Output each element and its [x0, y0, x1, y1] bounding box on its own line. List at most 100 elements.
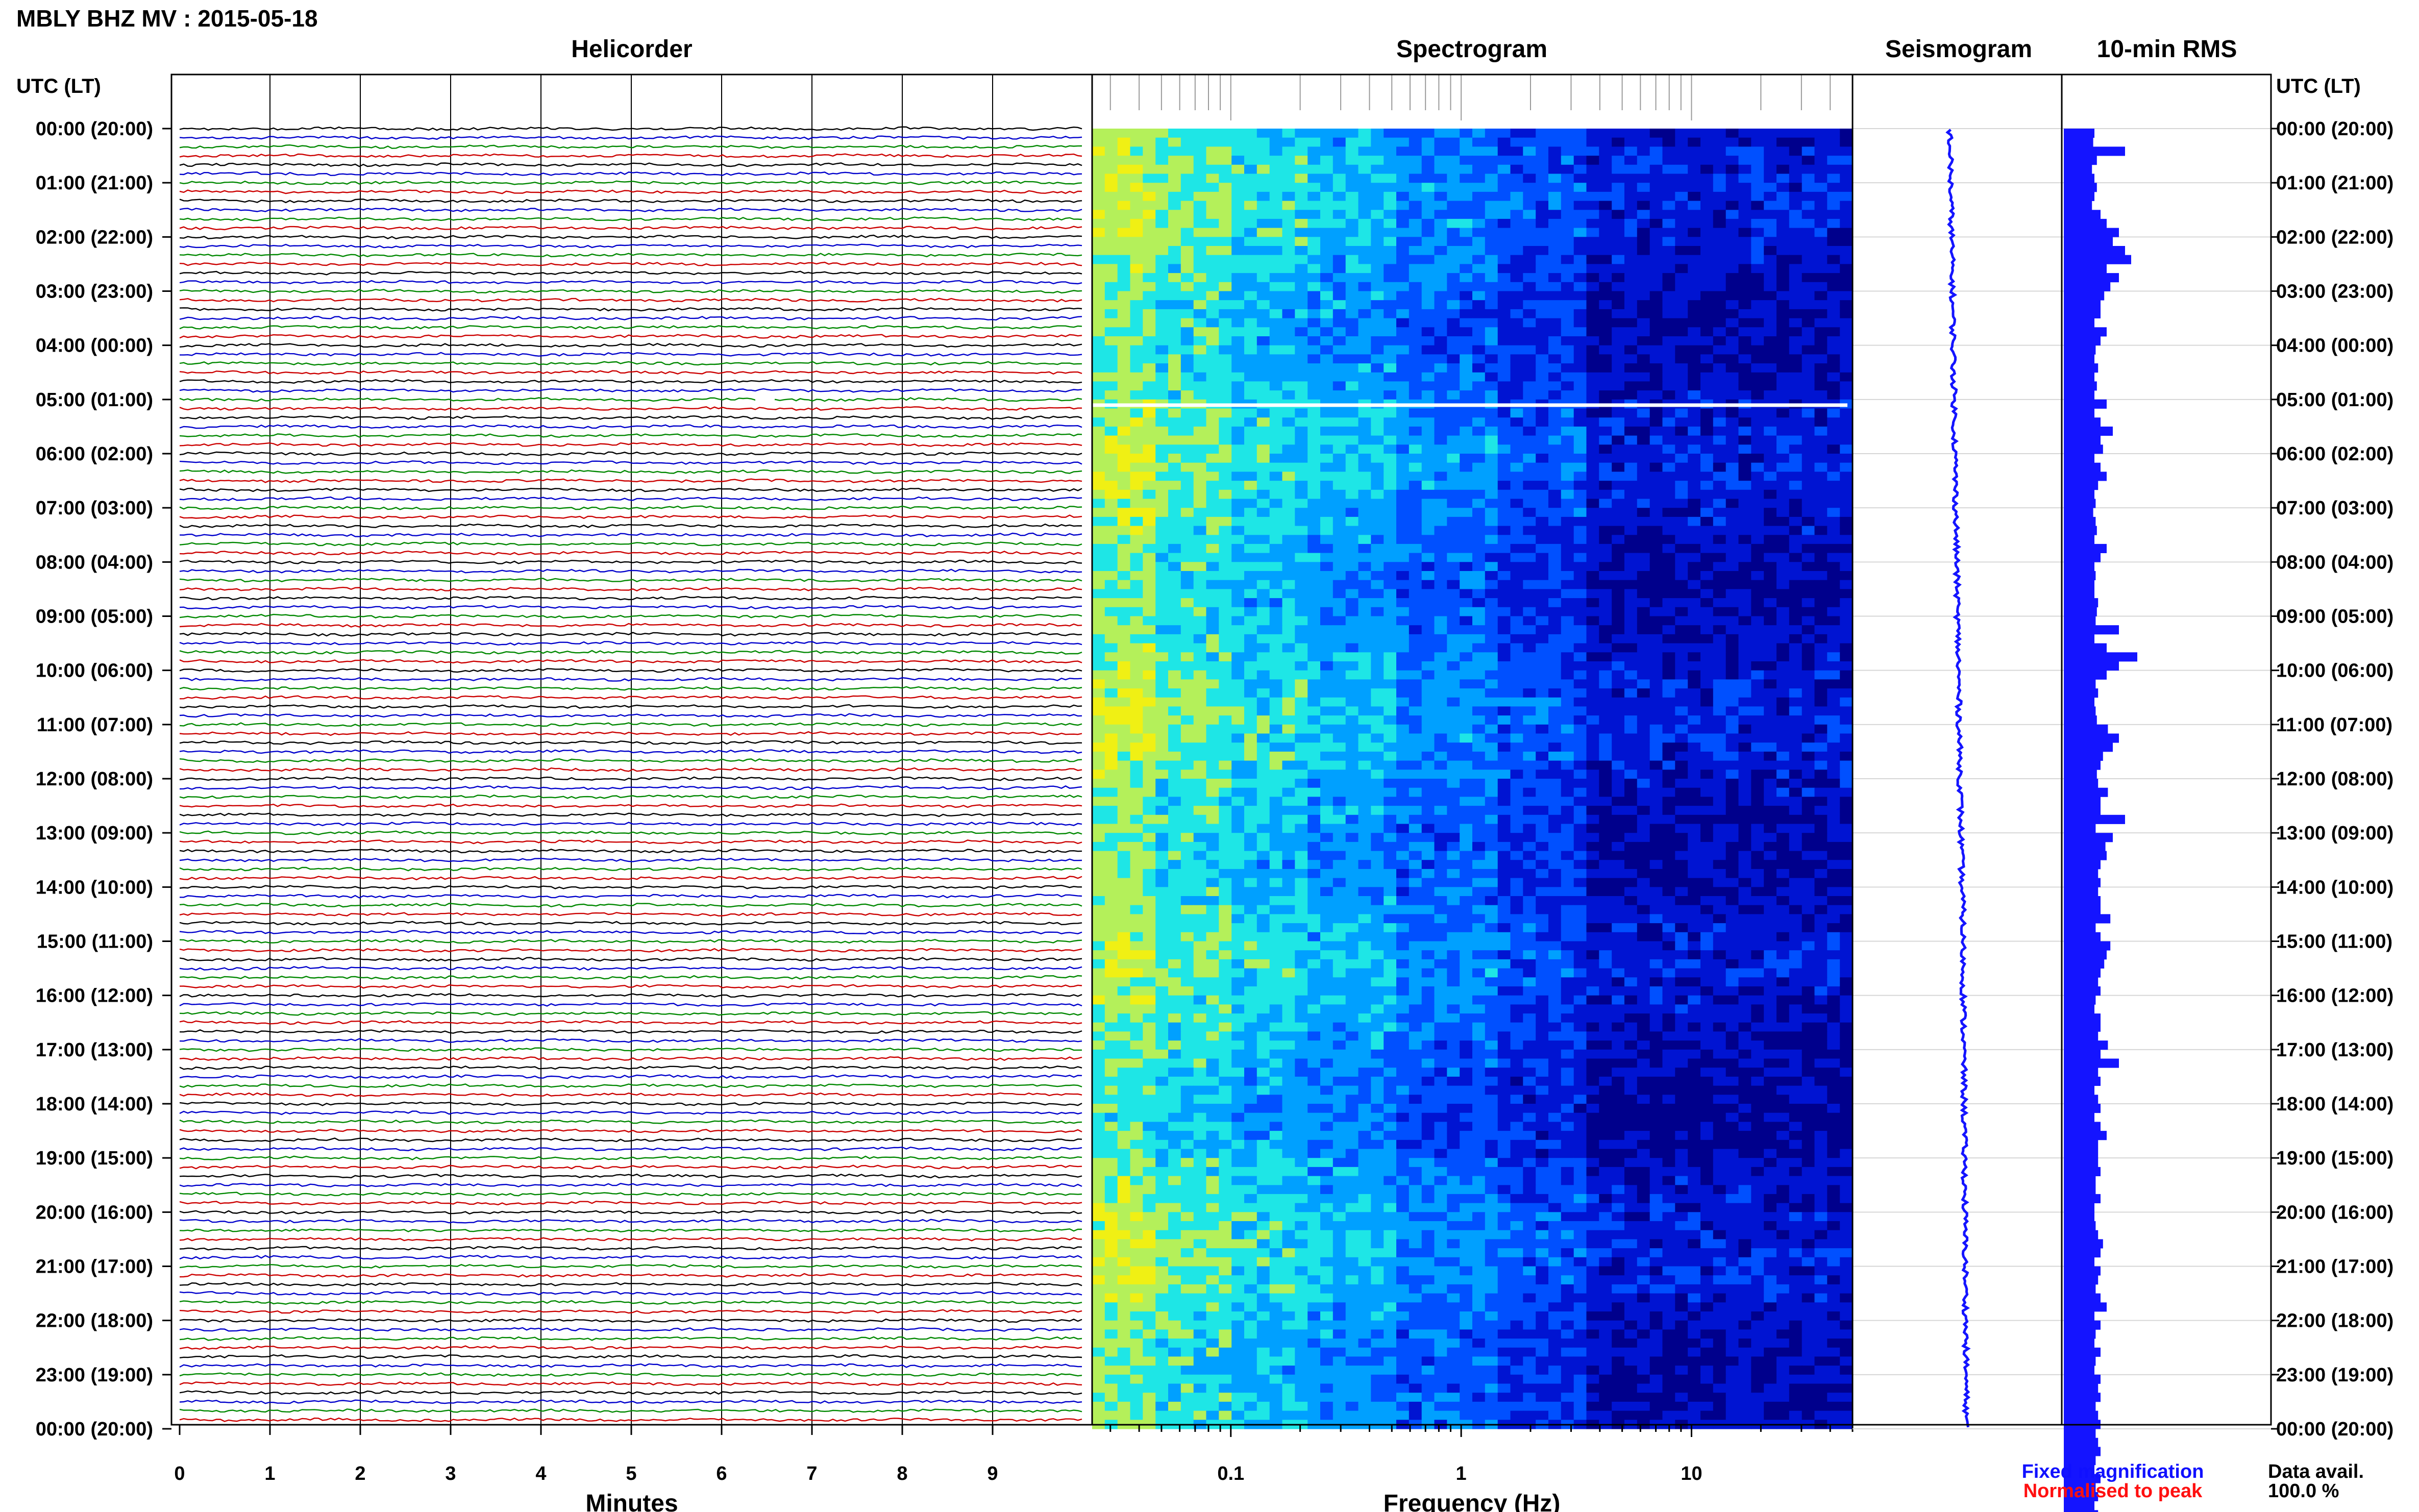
spectrogram-cell [1776, 282, 1790, 292]
spectrogram-cell [1523, 408, 1536, 418]
spectrogram-cell [1396, 218, 1410, 229]
spectrogram-cell [1332, 489, 1346, 500]
spectrogram-cell [1510, 706, 1524, 716]
spectrogram-cell [1688, 770, 1701, 779]
spectrogram-cell [1358, 426, 1372, 436]
spectrogram-cell [1231, 770, 1245, 779]
spectrogram-cell [1649, 516, 1663, 527]
spectrogram-cell [1332, 670, 1346, 680]
helicorder-x-tick-label: 2 [355, 1463, 365, 1484]
spectrogram-cell [1586, 535, 1600, 544]
spectrogram-cell [1776, 760, 1790, 770]
spectrogram-cell [1700, 516, 1714, 527]
spectrogram-cell [1472, 264, 1486, 274]
spectrogram-cell [1206, 183, 1220, 192]
spectrogram-cell [1573, 814, 1587, 825]
spectrogram-cell [1840, 607, 1853, 617]
spectrogram-cell [1332, 146, 1346, 156]
spectrogram-cell [1434, 336, 1448, 346]
spectrogram-cell [1738, 806, 1752, 815]
spectrogram-cell [1130, 210, 1144, 219]
spectrogram-cell [1561, 787, 1574, 797]
spectrogram-cell [1510, 390, 1524, 400]
spectrogram-cell [1586, 797, 1600, 806]
spectrogram-cell [1358, 156, 1372, 165]
spectrogram-cell [1814, 201, 1828, 210]
spectrogram-cell [1256, 688, 1270, 698]
spectrogram-cell [1548, 797, 1562, 806]
spectrogram-cell [1460, 535, 1473, 544]
spectrogram-cell [1320, 327, 1334, 337]
spectrogram-cell [1295, 553, 1308, 562]
spectrogram-cell [1130, 137, 1144, 147]
spectrogram-cell [1307, 806, 1321, 815]
spectrogram-cell [1561, 237, 1574, 246]
spectrogram-cell [1688, 426, 1701, 436]
spectrogram-cell [1384, 806, 1397, 815]
spectrogram-cell [1256, 363, 1270, 373]
spectrogram-cell [1548, 760, 1562, 770]
spectrogram-cell [1155, 580, 1169, 589]
spectrogram-cell [1244, 363, 1257, 373]
spectrogram-cell [1764, 670, 1777, 680]
spectrogram-cell [1155, 318, 1169, 328]
spectrogram-cell [1713, 715, 1726, 725]
spectrogram-cell [1548, 454, 1562, 463]
spectrogram-cell [1180, 607, 1194, 617]
spectrogram-cell [1536, 210, 1549, 219]
spectrogram-cell [1282, 489, 1296, 500]
time-label-left: 00:00 (20:00) [36, 1419, 153, 1440]
spectrogram-cell [1624, 237, 1638, 246]
spectrogram-cell [1840, 779, 1853, 788]
spectrogram-cell [1104, 580, 1118, 589]
spectrogram-cell [1789, 363, 1803, 373]
spectrogram-cell [1649, 381, 1663, 391]
spectrogram-cell [1332, 535, 1346, 544]
spectrogram-cell [1434, 183, 1448, 192]
spectrogram-cell [1827, 489, 1840, 500]
spectrogram-cell [1764, 246, 1777, 256]
spectrogram-cell [1700, 237, 1714, 246]
spectrogram-cell [1599, 516, 1612, 527]
spectrogram-cell [1624, 797, 1638, 806]
helicorder-trace-row [179, 866, 1082, 872]
spectrogram-cell [1231, 210, 1245, 219]
spectrogram-cell [1384, 742, 1397, 752]
spectrogram-cell [1662, 516, 1676, 527]
spectrogram-cell [1738, 526, 1752, 535]
spectrogram-cell [1143, 264, 1156, 274]
helicorder-trace-row [179, 632, 1082, 637]
spectrogram-cell [1637, 345, 1650, 355]
spectrogram-cell [1472, 607, 1486, 617]
spectrogram-cell [1193, 733, 1207, 743]
spectrogram-cell [1700, 191, 1714, 202]
spectrogram-cell [1649, 751, 1663, 761]
spectrogram-cell [1751, 742, 1764, 752]
spectrogram-cell [1180, 770, 1194, 779]
spectrogram-cell [1244, 218, 1257, 229]
spectrogram-cell [1662, 318, 1676, 328]
helicorder-x-axis-label: Minutes [585, 1490, 678, 1512]
spectrogram-cell [1776, 607, 1790, 617]
spectrogram-cell [1244, 318, 1257, 328]
spectrogram-cell [1104, 309, 1118, 319]
spectrogram-cell [1421, 408, 1435, 418]
spectrogram-cell [1523, 390, 1536, 400]
spectrogram-cell [1295, 426, 1308, 436]
spectrogram-cell [1776, 779, 1790, 788]
spectrogram-cell [1725, 670, 1739, 680]
spectrogram-cell [1688, 454, 1701, 463]
spectrogram-cell [1434, 137, 1448, 147]
helicorder-trace-row [179, 280, 1082, 285]
spectrogram-cell [1244, 679, 1257, 689]
spectrogram-cell [1117, 318, 1131, 328]
spectrogram-cell [1231, 688, 1245, 698]
spectrogram-cell [1345, 499, 1359, 508]
spectrogram-cell [1168, 571, 1181, 581]
spectrogram-cell [1358, 255, 1372, 264]
spectrogram-cell [1561, 724, 1574, 734]
spectrogram-cell [1801, 797, 1815, 806]
spectrogram-cell [1104, 535, 1118, 544]
spectrogram-cell [1409, 255, 1422, 264]
spectrogram-cell [1700, 589, 1714, 599]
